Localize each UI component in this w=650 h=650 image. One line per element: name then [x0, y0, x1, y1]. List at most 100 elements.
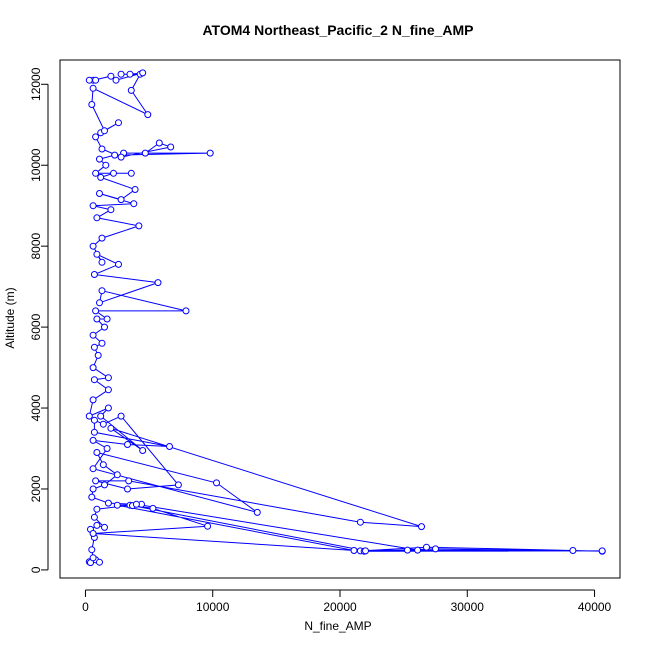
data-point: [90, 343, 98, 351]
series-line-group: [88, 72, 603, 564]
data-point: [92, 169, 100, 177]
x-tick-label: 30000: [451, 600, 485, 614]
data-point: [115, 260, 122, 268]
data-point: [90, 416, 98, 424]
data-point: [89, 554, 97, 562]
data-point: [96, 558, 103, 566]
data-point: [155, 139, 163, 147]
data-point: [89, 84, 97, 92]
data-point: [101, 323, 108, 331]
data-point: [96, 299, 103, 307]
data-point: [117, 412, 125, 420]
data-point: [104, 386, 112, 394]
data-point: [117, 70, 125, 78]
data-point: [206, 149, 214, 157]
data-point: [92, 76, 100, 84]
series-line: [88, 72, 603, 564]
data-point: [88, 101, 96, 108]
data-point: [98, 258, 106, 266]
y-axis: 0 2000 4000 6000 8000 10000 12000: [29, 67, 49, 573]
data-point: [98, 145, 106, 153]
data-point: [107, 72, 115, 80]
data-point: [107, 206, 115, 214]
data-point: [356, 518, 364, 526]
data-point: [113, 501, 121, 509]
data-point: [110, 169, 117, 177]
data-point: [88, 493, 96, 501]
data-point: [89, 530, 97, 537]
data-point: [98, 234, 106, 242]
y-tick-label: 12000: [29, 67, 43, 101]
y-tick-label: 2000: [29, 475, 43, 502]
data-point: [182, 307, 190, 315]
data-point: [131, 186, 139, 193]
data-point: [101, 523, 108, 531]
data-point: [362, 547, 369, 555]
data-point: [404, 546, 411, 554]
data-point: [92, 477, 100, 485]
data-point: [418, 523, 425, 531]
data-point: [94, 351, 102, 359]
x-tick-label: 0: [82, 600, 89, 614]
data-point: [103, 445, 111, 452]
y-tick-label: 6000: [29, 313, 43, 340]
data-point: [112, 76, 120, 84]
data-point: [154, 279, 162, 287]
y-axis-label: Altitude (m): [3, 287, 17, 348]
data-point: [130, 200, 138, 208]
data-point: [89, 485, 97, 493]
chart-title: ATOM4 Northeast_Pacific_2 N_fine_AMP: [202, 22, 473, 38]
data-point: [598, 547, 606, 555]
data-point: [101, 127, 108, 135]
data-point: [85, 412, 93, 420]
data-point: [103, 315, 111, 323]
data-point: [92, 133, 100, 141]
data-point: [93, 315, 101, 323]
data-point: [127, 86, 135, 94]
data-point: [104, 374, 112, 382]
data-point: [93, 214, 101, 222]
data-point: [107, 424, 115, 432]
data-point: [102, 161, 110, 169]
data-point: [88, 546, 96, 554]
data-point: [144, 111, 152, 119]
data-point: [93, 505, 101, 513]
data-point: [89, 436, 97, 444]
y-tick-label: 0: [29, 566, 43, 573]
data-point: [90, 271, 98, 278]
data-point: [93, 250, 101, 258]
data-point: [174, 481, 182, 489]
data-point: [89, 465, 97, 473]
data-point: [89, 331, 97, 339]
data-point: [124, 441, 131, 448]
data-point: [141, 149, 149, 157]
plot-frame: [59, 59, 621, 579]
data-point: [89, 364, 97, 372]
data-point: [96, 155, 103, 163]
y-tick-label: 4000: [29, 394, 43, 421]
data-point: [166, 443, 173, 450]
data-point: [423, 543, 430, 551]
data-point: [204, 522, 212, 530]
data-point: [213, 479, 220, 487]
data-point: [97, 173, 105, 181]
data-point: [104, 404, 112, 412]
data-point: [89, 242, 97, 250]
data-point: [124, 485, 131, 493]
data-point: [149, 504, 157, 512]
data-point: [92, 307, 100, 315]
y-tick-label: 10000: [29, 148, 43, 182]
data-point: [99, 461, 107, 469]
data-point: [98, 339, 106, 347]
data-point: [93, 449, 101, 456]
data-point: [104, 499, 112, 507]
data-point: [117, 196, 125, 204]
data-point: [126, 70, 134, 78]
data-point: [139, 447, 147, 454]
x-tick-label: 10000: [196, 600, 230, 614]
data-point: [93, 521, 101, 529]
data-point: [90, 513, 98, 521]
data-point: [132, 500, 140, 508]
data-point: [99, 420, 107, 428]
data-point: [135, 222, 143, 230]
